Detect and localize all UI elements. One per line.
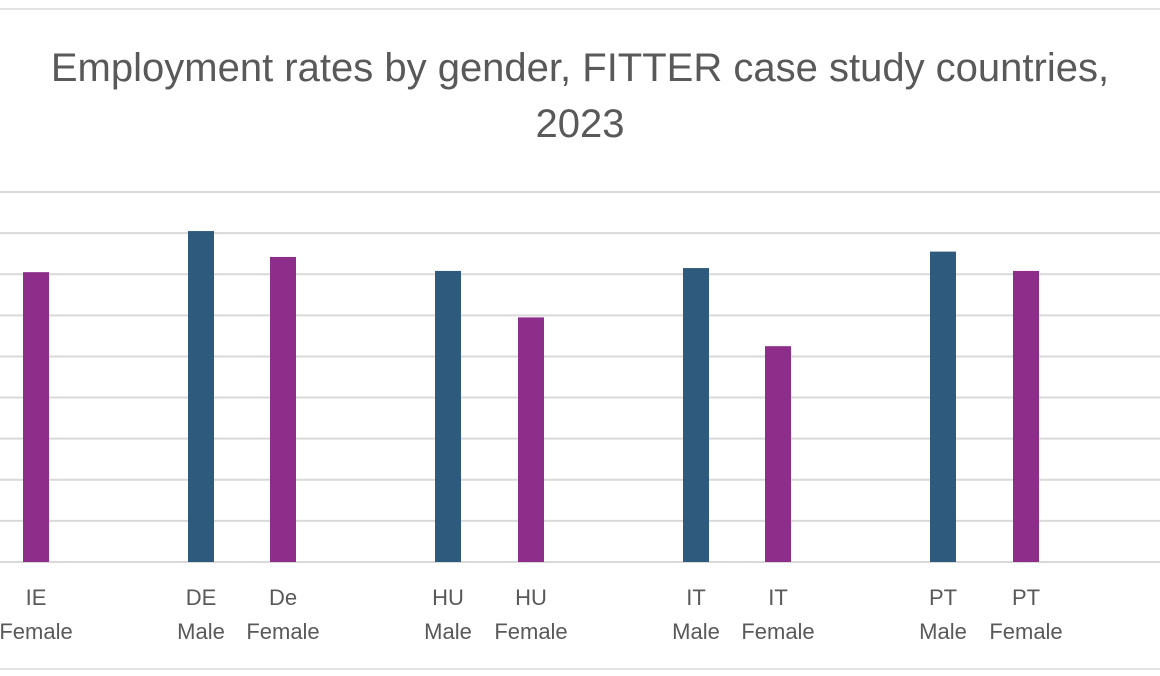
bar-ie-female — [23, 272, 49, 562]
x-tick-label: IT — [686, 585, 706, 610]
x-tick-label: Male — [177, 619, 225, 644]
x-tick-label: PT — [929, 585, 957, 610]
x-tick-label: HU — [515, 585, 547, 610]
x-tick-label: Female — [741, 619, 814, 644]
bar-it-male — [683, 268, 709, 562]
chart-frame-bottom-border — [0, 668, 1160, 670]
bar-pt-female — [1013, 270, 1039, 562]
x-tick-label: IT — [768, 585, 788, 610]
chart-title-line-1: Employment rates by gender, FITTER case … — [50, 46, 1110, 90]
x-tick-label: DE — [186, 585, 217, 610]
bar-it-female — [765, 346, 791, 562]
x-tick-label: De — [269, 585, 297, 610]
bar-de-female — [270, 256, 296, 562]
x-tick-label: HU — [432, 585, 464, 610]
x-tick-label: Female — [494, 619, 567, 644]
bar-hu-male — [435, 270, 461, 562]
x-tick-label: Female — [0, 619, 73, 644]
x-tick-label: PT — [1012, 585, 1040, 610]
x-tick-label: IE — [26, 585, 47, 610]
x-tick-label: Male — [672, 619, 720, 644]
x-tick-label: Male — [919, 619, 967, 644]
x-tick-label: Male — [424, 619, 472, 644]
x-tick-label: Female — [989, 619, 1062, 644]
bar-de-male — [188, 231, 214, 563]
bar-hu-female — [518, 317, 544, 562]
bar-pt-male — [930, 251, 956, 562]
chart-title-line-2: 2023 — [535, 102, 625, 146]
x-tick-label: Female — [246, 619, 319, 644]
chart-frame-top-border — [0, 8, 1160, 10]
